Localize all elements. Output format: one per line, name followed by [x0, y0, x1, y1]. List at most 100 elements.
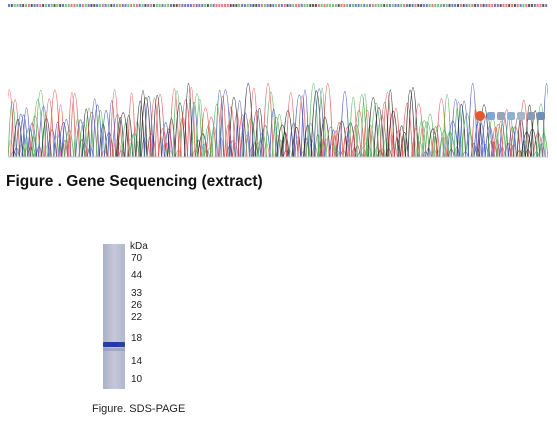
marker-22: 22: [131, 312, 143, 323]
base-letter-mark: [138, 4, 141, 7]
marker-44: 44: [131, 270, 143, 281]
trace-peak: [218, 96, 227, 158]
trace-peak: [282, 110, 294, 158]
trace-peak: [379, 102, 390, 158]
trace-peaks: [8, 83, 548, 158]
base-letter-mark: [79, 4, 82, 7]
trace-peak: [382, 91, 393, 158]
base-letter-mark: [258, 4, 261, 7]
trace-peak: [157, 128, 168, 158]
trace-peak: [484, 125, 495, 158]
base-letter-mark: [306, 4, 309, 7]
base-letter-mark: [39, 4, 42, 7]
trace-peak: [259, 125, 271, 158]
base-letter-mark: [116, 4, 118, 7]
base-letter-mark: [161, 4, 164, 7]
base-letter-mark: [411, 4, 414, 7]
base-letter-mark: [30, 4, 33, 7]
base-letter-mark: [70, 4, 73, 7]
share-icon[interactable]: [487, 112, 495, 120]
trace-peak: [325, 126, 336, 158]
base-letter-mark: [317, 4, 320, 7]
link-icon[interactable]: [507, 112, 515, 120]
base-letter-mark: [343, 4, 346, 7]
image-icon[interactable]: [517, 112, 525, 120]
base-letter-mark: [59, 4, 62, 7]
trace-peak: [34, 89, 47, 158]
base-letter-mark: [434, 4, 437, 7]
trace-peak: [334, 122, 344, 158]
base-letter-mark: [397, 4, 400, 7]
base-letter-mark: [189, 4, 192, 7]
base-letter-mark: [496, 4, 499, 7]
trace-peak: [478, 104, 490, 158]
trace-peak: [432, 124, 445, 158]
base-letter-mark: [488, 4, 491, 7]
base-letter-mark: [442, 4, 445, 7]
trace-peak: [317, 87, 327, 158]
trace-peak: [172, 90, 182, 158]
trace-peak: [331, 130, 341, 158]
figure-caption-sequencing: Figure . Gene Sequencing (extract): [6, 173, 263, 190]
base-letter-mark: [27, 4, 30, 7]
trace-minor-peak: [357, 151, 364, 158]
trace-peak: [143, 96, 154, 158]
trace-peak: [23, 127, 36, 158]
base-letter-mark: [437, 4, 440, 7]
trace-peak: [416, 121, 427, 158]
trace-peak: [139, 97, 152, 158]
base-letter-mark: [454, 4, 457, 7]
base-letter-mark: [420, 4, 423, 7]
print-icon[interactable]: [527, 112, 535, 120]
base-letter-mark: [368, 4, 371, 7]
base-letter-mark: [491, 4, 494, 7]
kda-unit-label: kDa: [130, 241, 148, 252]
base-letter-mark: [536, 4, 539, 7]
trace-peak: [467, 83, 478, 158]
base-letter-mark: [10, 4, 13, 7]
base-letter-mark: [425, 4, 428, 7]
trace-peak: [418, 120, 431, 158]
base-letter-mark: [124, 4, 127, 7]
base-letter-mark: [408, 4, 411, 7]
base-letter-mark: [25, 4, 28, 7]
base-letter-mark: [44, 4, 47, 7]
settings-icon[interactable]: [537, 112, 545, 120]
trace-peak: [69, 93, 81, 158]
edit-icon[interactable]: [497, 112, 505, 120]
trace-minor-peak: [141, 138, 148, 158]
trace-minor-peak: [328, 143, 336, 158]
logo-icon[interactable]: [475, 111, 485, 121]
trace-peak: [453, 102, 464, 158]
trace-peak: [407, 87, 419, 158]
band-shadow: [103, 348, 125, 351]
base-letter-mark: [224, 4, 226, 7]
base-letter-mark: [22, 4, 25, 7]
base-letter-mark: [243, 4, 246, 7]
base-letter-mark: [101, 4, 104, 7]
base-letter-mark: [90, 4, 93, 7]
trace-minor-peak: [311, 145, 318, 158]
trace-minor-peak: [294, 136, 301, 158]
trace-peak: [61, 119, 72, 158]
base-letter-mark: [360, 4, 363, 7]
base-letter-mark: [198, 4, 201, 7]
trace-peak: [56, 104, 65, 158]
trace-peak: [12, 119, 24, 158]
base-letter-mark: [346, 4, 349, 7]
base-letter-mark: [47, 4, 50, 7]
base-letter-mark: [209, 4, 212, 7]
base-letter-mark: [107, 4, 110, 7]
base-letter-mark: [155, 4, 158, 7]
base-letter-mark: [400, 4, 403, 7]
trace-peak: [169, 88, 180, 158]
base-letter-mark: [232, 4, 235, 7]
trace-peak: [397, 125, 406, 158]
base-letter-mark: [283, 4, 286, 7]
base-letter-mark: [391, 4, 394, 7]
trace-peak: [135, 100, 145, 158]
base-letter-mark: [135, 4, 138, 7]
trace-minor-peak: [118, 150, 125, 158]
trace-peak: [518, 100, 530, 158]
base-letter-mark: [178, 4, 181, 7]
